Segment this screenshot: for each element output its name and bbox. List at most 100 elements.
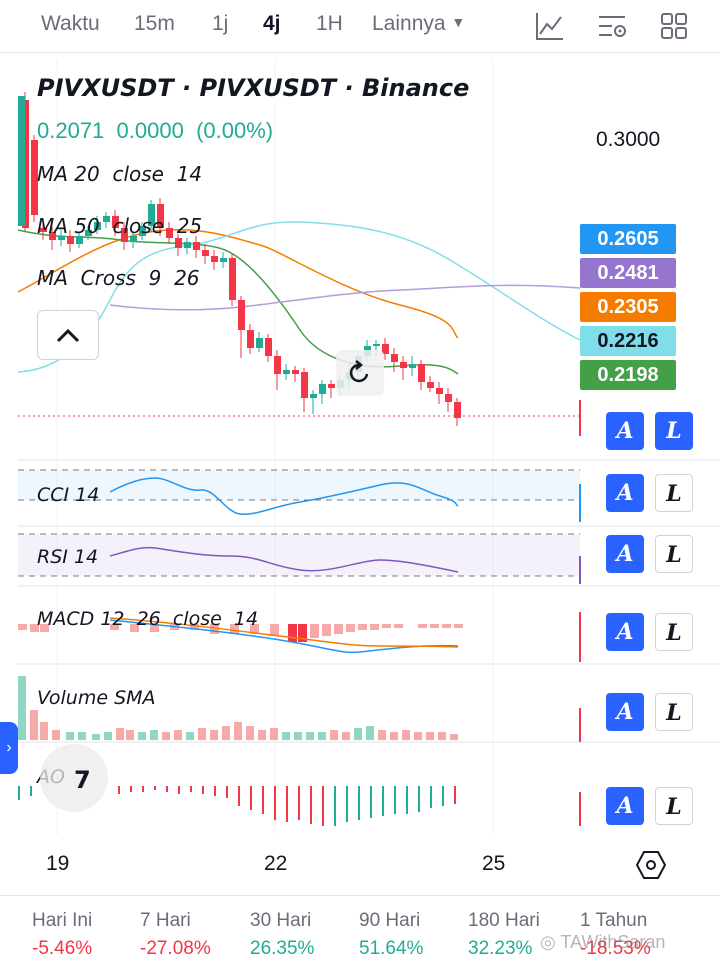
expand-sidebar-button[interactable]: › — [0, 722, 18, 774]
macd-histogram-bar — [288, 624, 297, 642]
alert-button[interactable]: A — [606, 787, 644, 825]
volume-bar — [116, 728, 124, 740]
candle — [103, 216, 110, 222]
volume-bar — [78, 732, 86, 740]
ao-bar — [310, 786, 312, 824]
ao-bar — [334, 786, 336, 826]
lock-button[interactable]: L — [655, 613, 693, 651]
volume-legend[interactable]: Volume SMA — [37, 687, 156, 709]
macd-histogram-bar — [454, 624, 463, 628]
interval-4h-button[interactable]: 4j — [263, 12, 281, 35]
ao-bar — [394, 786, 396, 814]
ao-bar — [202, 786, 204, 794]
candle — [58, 236, 65, 240]
chevron-down-icon: ▼ — [451, 14, 466, 30]
lock-button[interactable]: L — [655, 412, 693, 450]
perf-item[interactable]: 1 Tahun -18.53% — [580, 910, 651, 959]
interval-time-button[interactable]: Waktu — [41, 12, 100, 35]
ao-bar — [238, 786, 240, 806]
macd-histogram-bar — [40, 624, 49, 632]
ao-bar — [418, 786, 420, 812]
candle — [49, 232, 56, 240]
interval-1d-button[interactable]: 1H — [316, 12, 343, 35]
alert-button[interactable]: A — [606, 693, 644, 731]
ma-cross-legend[interactable]: MA Cross 9 26 — [37, 266, 200, 290]
candle — [76, 236, 83, 244]
ao-bar — [454, 786, 456, 804]
indicator-chart-icon[interactable] — [532, 8, 568, 44]
macd-histogram-bar — [230, 624, 239, 634]
alert-button[interactable]: A — [606, 474, 644, 512]
interval-15m-button[interactable]: 15m — [134, 12, 175, 35]
perf-item[interactable]: 180 Hari 32.23% — [468, 910, 540, 959]
candle — [319, 384, 326, 394]
candle — [265, 338, 272, 356]
macd-legend[interactable]: MACD 12 26 close 14 — [37, 608, 259, 630]
perf-item[interactable]: 7 Hari -27.08% — [140, 910, 211, 959]
macd-histogram-bar — [346, 624, 355, 632]
x-axis-label: 25 — [482, 852, 506, 875]
perf-item[interactable]: 90 Hari 51.64% — [359, 910, 424, 959]
candle — [400, 362, 407, 368]
volume-bar — [354, 728, 362, 740]
volume-bar — [30, 710, 38, 740]
settings-icon[interactable] — [594, 8, 630, 44]
volume-bar — [318, 732, 326, 740]
ao-bar — [166, 786, 168, 792]
candle — [112, 216, 119, 228]
volume-bar — [438, 732, 446, 740]
alert-button[interactable]: A — [606, 613, 644, 651]
perf-item[interactable]: 30 Hari 26.35% — [250, 910, 315, 959]
volume-bar — [210, 730, 218, 740]
chart-settings-hex-icon[interactable] — [634, 848, 668, 882]
ao-bar — [298, 786, 300, 820]
cci-legend[interactable]: CCI 14 — [37, 484, 100, 506]
candle — [292, 370, 299, 374]
price-badge-ma: 0.2605 — [580, 224, 676, 254]
ao-bar — [190, 786, 192, 792]
reset-chart-button[interactable] — [336, 350, 384, 396]
alert-button[interactable]: A — [606, 412, 644, 450]
candle — [418, 364, 425, 382]
performance-strip: Hari Ini -5.46% 7 Hari -27.08% 30 Hari 26.3… — [0, 895, 720, 971]
volume-bar — [162, 732, 170, 740]
lock-button[interactable]: L — [655, 693, 693, 731]
ao-bar — [370, 786, 372, 818]
volume-bar — [18, 676, 26, 740]
perf-item[interactable]: Hari Ini -5.46% — [32, 910, 93, 959]
volume-bar — [52, 730, 60, 740]
ao-bar — [274, 786, 276, 820]
candle — [238, 300, 245, 330]
ao-bar — [30, 786, 32, 796]
volume-bar — [390, 732, 398, 740]
macd-histogram-bar — [210, 624, 219, 634]
ao-bar — [442, 786, 444, 806]
candle — [382, 344, 389, 354]
ma50-legend[interactable]: MA 50 close 25 — [37, 214, 203, 238]
ma20-legend[interactable]: MA 20 close 14 — [37, 162, 203, 186]
macd-histogram-bar — [334, 624, 343, 634]
candle — [148, 204, 155, 226]
lock-button[interactable]: L — [655, 787, 693, 825]
ao-bar — [430, 786, 432, 808]
lock-button[interactable]: L — [655, 474, 693, 512]
volume-bar — [282, 732, 290, 740]
interval-1h-button[interactable]: 1j — [212, 12, 229, 35]
candle — [31, 140, 38, 215]
chart-canvas[interactable] — [0, 53, 720, 893]
volume-bar — [92, 734, 100, 740]
alert-button[interactable]: A — [606, 535, 644, 573]
volume-bar — [330, 730, 338, 740]
camera-icon: ◎ — [540, 932, 556, 952]
rsi-legend[interactable]: RSI 14 — [37, 546, 99, 568]
more-intervals-button[interactable]: Lainnya ▼ — [372, 12, 465, 36]
collapse-legend-button[interactable] — [37, 310, 99, 360]
layout-grid-icon[interactable] — [656, 8, 692, 44]
chevron-right-icon: › — [6, 739, 12, 756]
candle — [94, 222, 101, 230]
ao-bar — [226, 786, 228, 798]
macd-histogram-bar — [430, 624, 439, 628]
ao-bar — [406, 786, 408, 814]
lock-button[interactable]: L — [655, 535, 693, 573]
candle — [436, 388, 443, 394]
